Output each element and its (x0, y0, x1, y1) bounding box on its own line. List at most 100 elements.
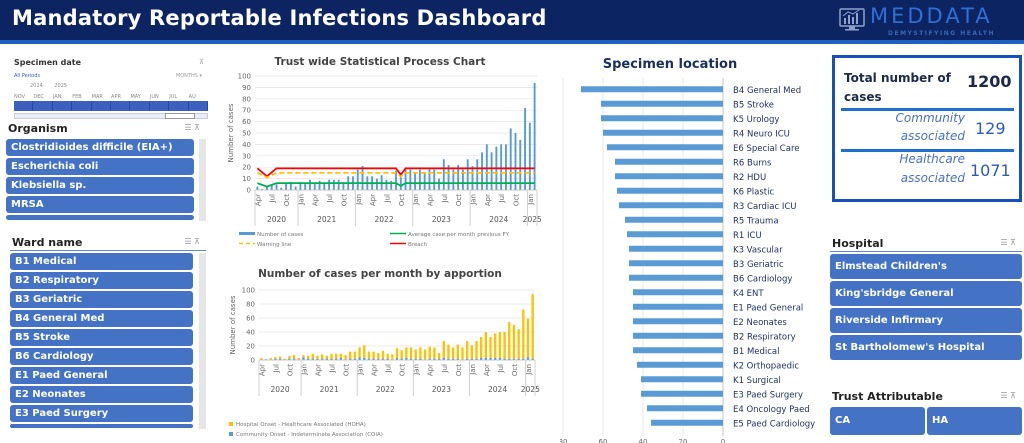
specimen-date-timeline[interactable]: Specimen date ⊼ All Periods MONTHS ▾ 202… (8, 52, 209, 122)
slicer-item[interactable]: CA (830, 407, 925, 435)
x-tick-label: Oct (286, 364, 294, 376)
slicer-item[interactable]: HA (927, 407, 1022, 435)
spc-bar (261, 188, 264, 190)
hoha-bar (470, 345, 474, 359)
slicer-item[interactable]: B4 General Med (10, 310, 193, 327)
slicer-item[interactable]: St Bartholomew's Hospital (830, 335, 1022, 360)
coia-bar (353, 358, 357, 360)
timeline-month[interactable]: JUL (169, 94, 178, 100)
hoha-bar (522, 309, 525, 359)
x-tick-label: Jul (441, 194, 449, 204)
location-label: R1 ICU (733, 231, 762, 241)
hoha-bar (283, 358, 286, 360)
x-tick-label: Apr (254, 194, 262, 206)
multiselect-clear-icons[interactable]: ☰ ⊼ (1000, 391, 1016, 400)
slicer-item[interactable]: B1 Medical (10, 253, 193, 270)
hoha-bar (330, 353, 333, 359)
timeline-scroll-thumb[interactable] (165, 113, 195, 119)
slicer-item-partial[interactable] (6, 215, 194, 220)
slicer-item[interactable]: B6 Cardiology (10, 348, 193, 365)
hoha-bar (405, 347, 408, 358)
multiselect-clear-icons[interactable]: ☰ ⊼ (184, 123, 200, 132)
legend-label: Average case per month previous FY (408, 232, 510, 238)
coia-bar (306, 358, 310, 360)
coia-bar (531, 358, 534, 360)
slicer-item[interactable]: Escherichia coli (6, 158, 194, 175)
y-tick-label: 30 (242, 152, 251, 160)
slicer-item[interactable]: B3 Geriatric (10, 291, 193, 308)
location-label: R4 Neuro ICU (733, 129, 790, 139)
slicer-item[interactable]: Clostridioides difficile (EIA+) (6, 139, 194, 156)
coia-bar (466, 358, 469, 360)
year-label: 2024 (488, 385, 507, 394)
x-tick-label: Apr (258, 364, 266, 376)
timeline-month[interactable]: JAN (52, 94, 62, 100)
slicer-item[interactable]: E3 Paed Surgery (10, 405, 193, 422)
hoha-bar (494, 333, 497, 358)
location-bar (603, 129, 723, 136)
timeline-level-dropdown[interactable]: MONTHS ▾ (175, 73, 202, 79)
hoha-bar (386, 353, 389, 359)
hoha-bar (320, 354, 324, 359)
year-label: 2022 (376, 385, 395, 394)
spc-bar (442, 159, 445, 190)
spc-bar (457, 164, 460, 190)
slicer-item[interactable]: Klebsiella sp. (6, 177, 194, 194)
slicer-header: Organism ☰ ⊼ (6, 121, 206, 137)
timeline-month[interactable]: MAY (130, 94, 141, 100)
timeline-month[interactable]: MAR (91, 94, 103, 100)
slicer-item[interactable]: MRSA (6, 196, 194, 213)
slicer-item[interactable]: King'sbridge General (830, 281, 1022, 306)
location-bar (617, 187, 723, 194)
slicer-item[interactable]: Riverside Infirmary (830, 308, 1022, 333)
location-label: R6 Burns (733, 158, 772, 168)
spc-bar (500, 144, 503, 190)
coia-bar (363, 357, 366, 360)
year-label: 2021 (320, 385, 339, 394)
legend-swatch (229, 432, 233, 436)
clear-filter-icon[interactable]: ⊼ (198, 58, 204, 66)
spc-bar (414, 172, 417, 190)
slicer-item[interactable]: B2 Respiratory (10, 272, 193, 289)
slicer-item[interactable]: B5 Stroke (10, 329, 193, 346)
multiselect-clear-icons[interactable]: ☰ ⊼ (184, 237, 200, 246)
timeline-selected-range[interactable] (14, 101, 209, 111)
hoha-bar (367, 351, 371, 359)
hoha-bar (269, 357, 272, 360)
slicer-item[interactable]: E2 Neonates (10, 386, 193, 403)
timeline-month[interactable]: APR (111, 94, 121, 100)
year-label: 2023 (432, 215, 451, 224)
spc-bar (519, 139, 522, 190)
hoha-bar (339, 353, 343, 358)
coia-bar (470, 358, 474, 360)
legend-swatch (229, 422, 233, 426)
organism-scrollbar[interactable] (199, 139, 206, 221)
x-tick-label: Oct (455, 364, 463, 376)
slicer-item-partial[interactable] (10, 424, 193, 428)
timeline-years: 2024 2025 (14, 83, 67, 89)
slicer-item[interactable]: E1 Paed General (10, 367, 193, 384)
spc-bar (461, 169, 464, 190)
hoha-bar (503, 332, 506, 359)
timeline-month[interactable]: JUN (149, 94, 159, 100)
location-bar (601, 100, 723, 107)
year-label: 2020 (267, 215, 286, 224)
timeline-scrollbar[interactable] (14, 113, 208, 119)
timeline-month[interactable]: FEB (72, 94, 82, 100)
multiselect-clear-icons[interactable]: ☰ ⊼ (1000, 238, 1016, 247)
coia-bar (335, 358, 338, 360)
x-tick-label: Jan (300, 364, 308, 376)
coia-bar (395, 357, 399, 360)
year-label: 2025 (521, 385, 540, 394)
location-label: K2 Orthopaedic (733, 361, 799, 371)
hoha-bar (358, 347, 361, 358)
spc-bar (514, 133, 517, 190)
timeline-month[interactable]: DEC (33, 94, 44, 100)
spc-bar (476, 159, 479, 190)
y-tick-label: 40 (242, 141, 251, 149)
timeline-month[interactable]: AU (188, 94, 196, 100)
slicer-item[interactable]: Elmstead Children's (830, 254, 1022, 279)
timeline-month[interactable]: NOV (14, 94, 26, 100)
hoha-bar (381, 350, 385, 359)
ward-scrollbar[interactable] (199, 253, 206, 429)
